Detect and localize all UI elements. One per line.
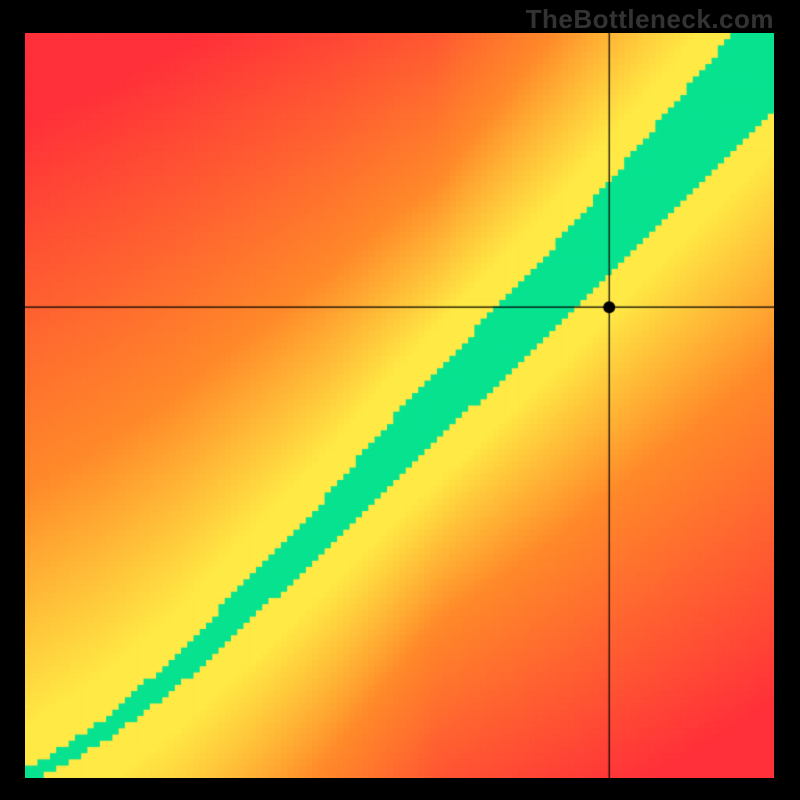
chart-container: TheBottleneck.com (0, 0, 800, 800)
bottleneck-heatmap (25, 33, 774, 778)
watermark-text: TheBottleneck.com (526, 4, 774, 35)
